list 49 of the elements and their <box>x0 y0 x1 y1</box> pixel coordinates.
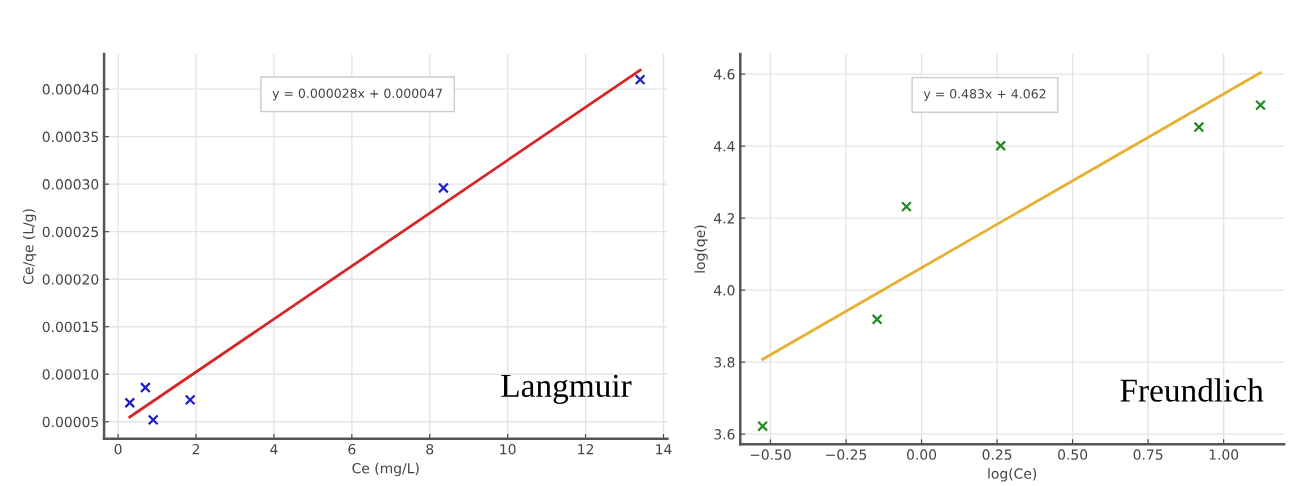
point <box>147 414 159 426</box>
point <box>437 182 449 194</box>
x-tick-label: 10 <box>500 443 516 455</box>
point <box>757 420 769 432</box>
x-tick-label: 0.00 <box>907 449 937 460</box>
x-tick-label: 0.25 <box>982 449 1012 460</box>
y-axis-title: Ce/qe (L/g) <box>22 209 37 285</box>
x-tick-label: −0.50 <box>750 449 791 460</box>
point <box>184 394 196 406</box>
y-tick-label: 4.2 <box>714 213 735 224</box>
y-tick-label: 0.00005 <box>42 416 99 428</box>
point <box>995 140 1007 152</box>
y-tick-label: 3.8 <box>714 357 735 368</box>
x-tick-label: 2 <box>192 443 200 455</box>
annotation: Freundlich <box>1120 378 1264 402</box>
x-tick-label: 8 <box>426 443 434 455</box>
x-tick-label: 0.50 <box>1058 449 1088 460</box>
point <box>124 397 136 409</box>
x-tick-label: 6 <box>348 443 356 455</box>
y-tick-label: 0.00015 <box>42 321 99 333</box>
x-tick-label: 1.00 <box>1209 449 1239 460</box>
y-tick-label: 4.0 <box>714 285 735 296</box>
point <box>900 201 912 213</box>
y-tick-label: 0.00020 <box>42 274 99 285</box>
y-tick-label: 0.00010 <box>42 369 99 380</box>
x-tick-label: 0.75 <box>1133 449 1163 460</box>
point <box>871 313 883 325</box>
annotation: y = 0.483x + 4.062 <box>923 89 1046 101</box>
x-tick-label: 14 <box>656 444 672 455</box>
point <box>634 74 646 86</box>
annotation: y = 0.000028x + 0.000047 <box>272 88 442 101</box>
y-tick-label: 0.00040 <box>42 84 99 95</box>
x-axis-title: log(Ce) <box>988 468 1037 482</box>
x-tick-label: 12 <box>578 443 594 455</box>
point <box>1193 121 1205 133</box>
y-tick-label: 4.4 <box>714 141 735 152</box>
x-axis-title: Ce (mg/L) <box>352 462 419 477</box>
x-tick-label: −0.25 <box>826 449 867 460</box>
y-tick-label: 0.00030 <box>42 179 99 190</box>
point <box>139 382 151 394</box>
y-tick-label: 4.6 <box>714 69 735 80</box>
y-tick-label: 3.6 <box>714 429 735 440</box>
y-axis-title: log(qe) <box>694 225 708 273</box>
point <box>1255 99 1267 111</box>
x-tick-label: 0 <box>114 443 122 455</box>
annotation: Langmuir <box>501 374 632 404</box>
y-tick-label: 0.00035 <box>42 131 99 143</box>
y-tick-label: 0.00025 <box>42 226 99 238</box>
x-tick-label: 4 <box>270 444 278 455</box>
